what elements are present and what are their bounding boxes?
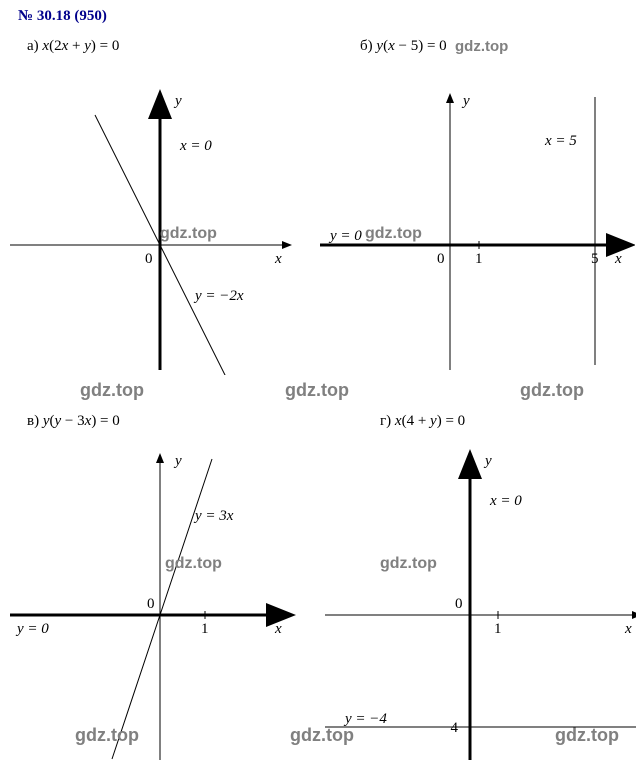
x-tick-label: 1 — [475, 251, 483, 267]
origin-label: 0 — [455, 596, 463, 612]
line-label: x = 0 — [179, 138, 212, 154]
watermark: gdz.top — [455, 38, 508, 55]
equation-text: y(x − 5) = 0 — [376, 38, 446, 54]
line-label: x = 0 — [489, 493, 522, 509]
chart-a: x y 0 x = 0 y = −2x — [5, 85, 305, 375]
plot-line — [112, 459, 212, 759]
y-label: y — [173, 453, 182, 469]
watermark: gdz.top — [75, 725, 139, 746]
problem-number: № 30.18 (950) — [18, 8, 107, 25]
origin-label: 0 — [147, 596, 155, 612]
equation-b: б) y(x − 5) = 0 — [360, 38, 447, 55]
equation-text: y(y − 3x) = 0 — [43, 413, 120, 429]
line-label: x = 5 — [544, 133, 577, 149]
watermark: gdz.top — [380, 555, 437, 573]
equation-d: г) x(4 + y) = 0 — [380, 413, 465, 430]
origin-label: 0 — [145, 251, 153, 267]
origin-label: 0 — [437, 251, 445, 267]
x-label: x — [274, 621, 282, 637]
y-label: y — [461, 93, 470, 109]
line-label: y = 3x — [193, 508, 234, 524]
line-label: y = −4 — [343, 711, 387, 727]
watermark: gdz.top — [520, 380, 584, 401]
watermark: gdz.top — [160, 225, 217, 243]
watermark: gdz.top — [80, 380, 144, 401]
equation-text: x(4 + y) = 0 — [395, 413, 465, 429]
y-label: y — [483, 453, 492, 469]
equation-c: в) y(y − 3x) = 0 — [27, 413, 120, 430]
y-tick-label: −4 — [442, 720, 458, 736]
x-tick-label: 1 — [494, 621, 502, 637]
equation-text: x(2x + y) = 0 — [42, 38, 119, 54]
watermark: gdz.top — [365, 225, 422, 243]
x-tick-label: 1 — [201, 621, 209, 637]
watermark: gdz.top — [165, 555, 222, 573]
y-label: y — [173, 93, 182, 109]
chart-c: x y 0 y = 0 1 y = 3x — [5, 445, 305, 765]
y-zero-label: y = 0 — [328, 228, 362, 244]
part-label: а) — [27, 38, 42, 54]
chart-b: xy0y = 015x = 5 — [315, 85, 635, 375]
part-label: б) — [360, 38, 376, 54]
part-label: г) — [380, 413, 395, 429]
x-label: x — [614, 251, 622, 267]
chart-d: x y 0 1 −4 y = −4 x = 0 — [320, 445, 636, 765]
equation-a: а) x(2x + y) = 0 — [27, 38, 119, 55]
watermark: gdz.top — [555, 725, 619, 746]
part-label: в) — [27, 413, 43, 429]
line-label: y = −2x — [193, 288, 244, 304]
x-label: x — [274, 251, 282, 267]
y-zero-label: y = 0 — [15, 621, 49, 637]
watermark: gdz.top — [285, 380, 349, 401]
x-label: x — [624, 621, 632, 637]
